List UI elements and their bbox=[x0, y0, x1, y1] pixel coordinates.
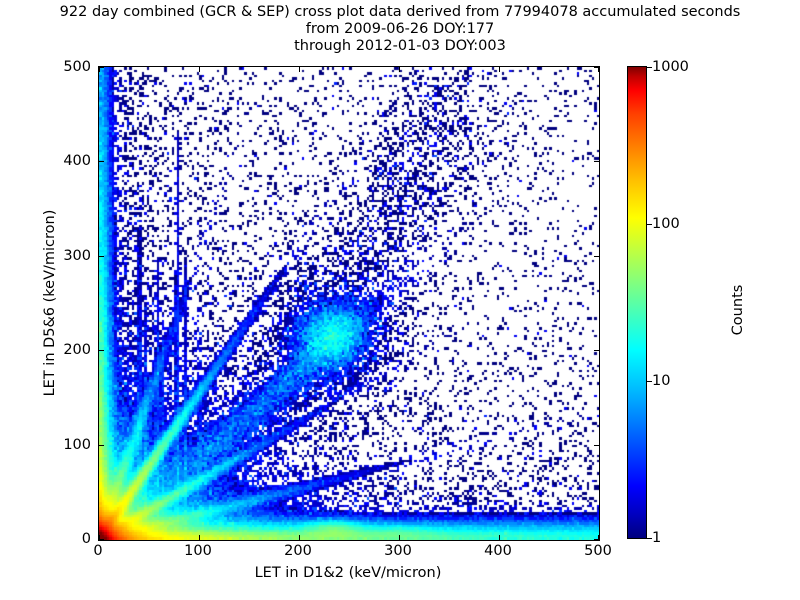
xtick-mark-top-0 bbox=[99, 67, 100, 72]
ytick-mark-300 bbox=[99, 256, 104, 257]
xtick-mark-400 bbox=[499, 535, 500, 540]
ytick-label-500: 500 bbox=[63, 59, 91, 75]
xtick-mark-top-400 bbox=[499, 67, 500, 72]
colorbar-label-100: 100 bbox=[652, 216, 680, 232]
xtick-mark-top-200 bbox=[299, 67, 300, 72]
xtick-mark-500 bbox=[598, 535, 599, 540]
ytick-mark-right-500 bbox=[594, 67, 599, 68]
ytick-mark-400 bbox=[99, 161, 104, 162]
colorbar-tick-100 bbox=[647, 224, 652, 225]
xtick-mark-top-100 bbox=[199, 67, 200, 72]
xtick-mark-top-500 bbox=[598, 67, 599, 72]
ytick-label-400: 400 bbox=[63, 153, 91, 169]
ytick-mark-right-400 bbox=[594, 161, 599, 162]
xtick-mark-100 bbox=[199, 535, 200, 540]
ytick-label-0: 0 bbox=[81, 531, 91, 547]
ytick-mark-200 bbox=[99, 350, 104, 351]
ytick-mark-500 bbox=[99, 67, 104, 68]
colorbar-tick-10 bbox=[647, 381, 652, 382]
colorbar bbox=[627, 66, 652, 539]
xtick-label-100: 100 bbox=[184, 543, 212, 559]
xtick-mark-0 bbox=[99, 535, 100, 540]
ytick-mark-right-200 bbox=[594, 350, 599, 351]
colorbar-tick-1 bbox=[647, 538, 652, 539]
xtick-mark-200 bbox=[299, 535, 300, 540]
colorbar-tick-1000 bbox=[647, 67, 652, 68]
ytick-mark-100 bbox=[99, 445, 104, 446]
ytick-label-200: 200 bbox=[63, 342, 91, 358]
xtick-mark-300 bbox=[399, 535, 400, 540]
title-line-2: from 2009-06-26 DOY:177 bbox=[305, 21, 495, 37]
xtick-label-400: 400 bbox=[484, 543, 512, 559]
ytick-mark-right-100 bbox=[594, 445, 599, 446]
y-axis-label: LET in D5&6 (keV/micron) bbox=[42, 209, 58, 397]
xtick-mark-top-300 bbox=[399, 67, 400, 72]
chart-title: 922 day combined (GCR & SEP) cross plot … bbox=[0, 4, 800, 55]
ytick-label-300: 300 bbox=[63, 248, 91, 264]
xtick-label-200: 200 bbox=[284, 543, 312, 559]
title-line-1: 922 day combined (GCR & SEP) cross plot … bbox=[59, 4, 741, 20]
colorbar-title: Counts bbox=[730, 284, 746, 336]
x-axis-label: LET in D1&2 (keV/micron) bbox=[254, 565, 442, 581]
scatter-density-plot bbox=[99, 67, 599, 540]
ytick-mark-0 bbox=[99, 539, 104, 540]
ytick-label-100: 100 bbox=[63, 437, 91, 453]
colorbar-label-1000: 1000 bbox=[652, 59, 689, 75]
plot-area bbox=[98, 66, 600, 541]
ytick-mark-right-0 bbox=[594, 539, 599, 540]
colorbar-label-1: 1 bbox=[652, 530, 662, 546]
xtick-label-300: 300 bbox=[384, 543, 412, 559]
xtick-label-500: 500 bbox=[584, 543, 612, 559]
title-line-3: through 2012-01-03 DOY:003 bbox=[294, 38, 506, 54]
ytick-mark-right-300 bbox=[594, 256, 599, 257]
xtick-label-0: 0 bbox=[93, 543, 103, 559]
colorbar-gradient bbox=[627, 66, 647, 539]
colorbar-label-10: 10 bbox=[652, 373, 671, 389]
